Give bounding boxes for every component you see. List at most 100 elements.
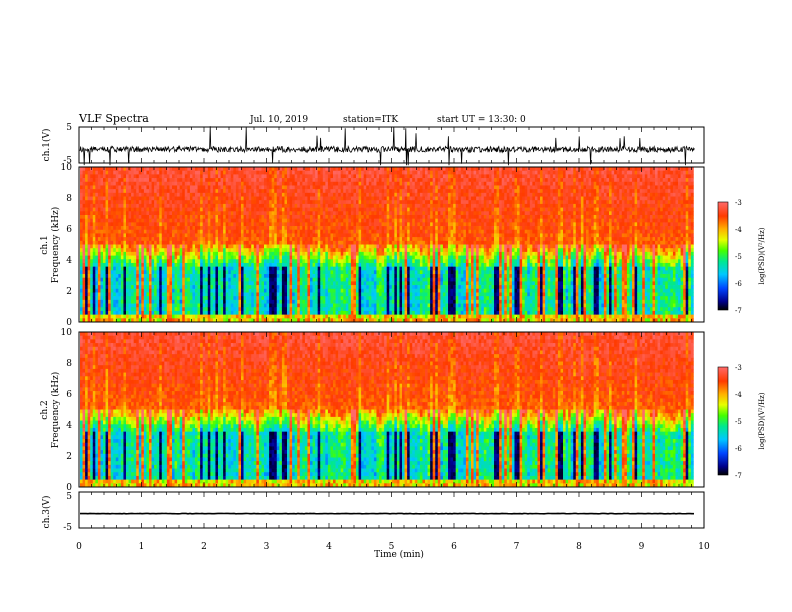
spectrogram-cell bbox=[205, 196, 209, 201]
spectrogram-cell bbox=[368, 174, 372, 179]
spectrogram-cell bbox=[156, 288, 160, 293]
spectrogram-cell bbox=[307, 237, 311, 242]
spectrogram-cell bbox=[212, 178, 216, 183]
spectrogram-cell bbox=[366, 170, 370, 175]
spectrogram-cell bbox=[82, 244, 86, 249]
spectrogram-cell bbox=[233, 296, 237, 301]
spectrogram-cell bbox=[363, 274, 367, 279]
spectrogram-cell bbox=[215, 189, 219, 194]
spectrogram-cell bbox=[82, 185, 86, 190]
spectrogram-cell bbox=[108, 262, 112, 267]
spectrogram-cell bbox=[266, 314, 270, 319]
spectrogram-cell bbox=[205, 200, 209, 205]
spectrogram-cell bbox=[105, 226, 109, 231]
spectrogram-cell bbox=[202, 270, 206, 275]
spectrogram-cell bbox=[368, 270, 372, 275]
spectrogram-cell bbox=[271, 285, 275, 290]
spectrogram-cell bbox=[348, 310, 352, 315]
spectrogram-cell bbox=[368, 307, 372, 312]
spectrogram-cell bbox=[223, 277, 227, 282]
spectrogram-cell bbox=[192, 174, 196, 179]
spectrogram-cell bbox=[340, 262, 344, 267]
spectrogram-cell bbox=[368, 229, 372, 234]
spectrogram-cell bbox=[297, 226, 301, 231]
spectrogram-cell bbox=[166, 222, 170, 227]
spectrogram-cell bbox=[164, 296, 168, 301]
spectrogram-cell bbox=[361, 277, 365, 282]
spectrogram-cell bbox=[292, 192, 296, 197]
spectrogram-cell bbox=[105, 274, 109, 279]
spectrogram-cell bbox=[218, 174, 221, 179]
spectrogram-cell bbox=[281, 174, 285, 179]
spectrogram-cell bbox=[169, 248, 173, 253]
spectrogram-cell bbox=[151, 174, 155, 179]
spectrogram-cell bbox=[143, 296, 147, 301]
spectrogram-cell bbox=[207, 303, 211, 308]
spectrogram-cell bbox=[310, 178, 313, 183]
spectrogram-cell bbox=[373, 192, 377, 197]
spectrogram-cell bbox=[289, 270, 293, 275]
spectrogram-cell bbox=[92, 233, 96, 238]
spectrogram-cell bbox=[141, 185, 145, 190]
spectrogram-cell bbox=[187, 229, 191, 234]
spectrogram-cell bbox=[161, 299, 165, 304]
spectrogram-cell bbox=[261, 277, 265, 282]
spectrogram-cell bbox=[363, 314, 367, 319]
spectrogram-cell bbox=[128, 185, 132, 190]
spectrogram-cell bbox=[166, 174, 170, 179]
spectrogram-cell bbox=[333, 314, 336, 319]
spectrogram-cell bbox=[133, 170, 137, 175]
spectrogram-cell bbox=[202, 226, 206, 231]
spectrogram-cell bbox=[123, 266, 127, 271]
spectrogram-cell bbox=[80, 203, 83, 208]
spectrogram-cell bbox=[80, 237, 83, 242]
spectrogram-cell bbox=[325, 192, 329, 197]
spectrogram-cell bbox=[241, 192, 244, 197]
spectrogram-cell bbox=[141, 178, 145, 183]
spectrogram-cell bbox=[312, 222, 316, 227]
spectrogram-cell bbox=[307, 170, 311, 175]
spectrogram-cell bbox=[238, 240, 242, 245]
spectrogram-cell bbox=[126, 174, 129, 179]
spectrogram-cell bbox=[315, 251, 319, 256]
spectrogram-cell bbox=[297, 259, 301, 264]
spectrogram-cell bbox=[248, 259, 252, 264]
spectrogram-cell bbox=[184, 274, 188, 279]
spectrogram-cell bbox=[151, 274, 155, 279]
spectrogram-cell bbox=[294, 274, 298, 279]
spectrogram-cell bbox=[366, 277, 370, 282]
spectrogram-cell bbox=[133, 262, 137, 267]
spectrogram-cell bbox=[327, 244, 331, 249]
spectrogram-cell bbox=[253, 307, 257, 312]
spectrogram-cell bbox=[350, 274, 354, 279]
spectrogram-cell bbox=[348, 262, 352, 267]
spectrogram-cell bbox=[264, 174, 267, 179]
spectrogram-cell bbox=[179, 170, 183, 175]
spectrogram-cell bbox=[266, 292, 270, 297]
spectrogram-cell bbox=[312, 167, 316, 172]
spectrogram-cell bbox=[271, 277, 275, 282]
spectrogram-cell bbox=[118, 211, 122, 216]
spectrogram-cell bbox=[179, 167, 183, 172]
spectrogram-cell bbox=[368, 237, 372, 242]
spectrogram-cell bbox=[363, 266, 367, 271]
spectrogram-cell bbox=[118, 174, 122, 179]
spectrogram-cell bbox=[304, 248, 308, 253]
spectrogram-cell bbox=[261, 192, 265, 197]
spectrogram-cell bbox=[174, 266, 178, 271]
spectrogram-cell bbox=[215, 277, 219, 282]
spectrogram-cell bbox=[131, 192, 135, 197]
spectrogram-cell bbox=[363, 207, 367, 212]
spectrogram-cell bbox=[248, 222, 252, 227]
spectrogram-cell bbox=[241, 226, 244, 231]
spectrogram-cell bbox=[269, 259, 273, 264]
spectrogram-cell bbox=[223, 218, 227, 223]
spectrogram-cell bbox=[335, 200, 339, 205]
spectrogram-cell bbox=[238, 314, 242, 319]
spectrogram-cell bbox=[256, 181, 260, 186]
spectrogram-cell bbox=[358, 240, 362, 245]
spectrogram-cell bbox=[253, 196, 257, 201]
spectrogram-cell bbox=[159, 185, 163, 190]
spectrogram-cell bbox=[85, 200, 89, 205]
spectrogram-cell bbox=[302, 292, 306, 297]
